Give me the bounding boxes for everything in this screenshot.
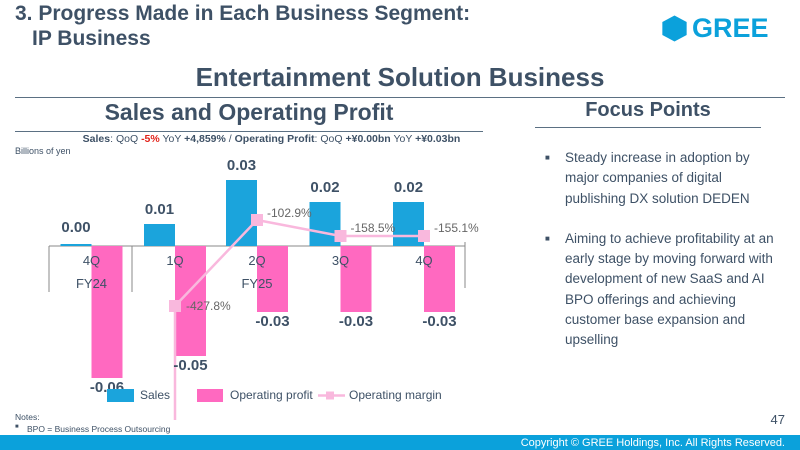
svg-text:0.02: 0.02 [394, 179, 423, 196]
svg-text:-155.1%: -155.1% [434, 221, 479, 235]
svg-text:-0.03: -0.03 [339, 313, 373, 330]
svg-text:-0.03: -0.03 [255, 313, 289, 330]
svg-text:FY24: FY24 [76, 276, 107, 291]
svg-text:4Q: 4Q [83, 253, 100, 268]
svg-text:-0.05: -0.05 [173, 357, 207, 374]
svg-text:0.03: 0.03 [227, 157, 256, 174]
svg-text:2Q: 2Q [248, 253, 265, 268]
svg-text:0.00: 0.00 [61, 219, 90, 236]
svg-text:-102.9%: -102.9% [267, 206, 312, 220]
svg-text:-427.8%: -427.8% [186, 299, 231, 313]
svg-text:0.02: 0.02 [310, 179, 339, 196]
svg-text:-158.5%: -158.5% [351, 221, 396, 235]
svg-text:FY25: FY25 [241, 276, 272, 291]
svg-text:Sales: Sales [140, 388, 170, 402]
svg-text:4Q: 4Q [415, 253, 432, 268]
svg-text:Operating margin: Operating margin [349, 388, 442, 402]
svg-text:0.01: 0.01 [145, 201, 174, 218]
svg-text:3Q: 3Q [332, 253, 349, 268]
svg-text:-0.03: -0.03 [422, 313, 456, 330]
svg-text:Operating profit: Operating profit [230, 388, 313, 402]
svg-text:1Q: 1Q [166, 253, 183, 268]
